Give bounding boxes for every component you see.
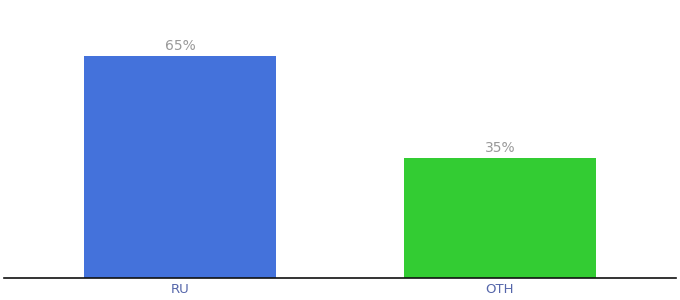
Text: 65%: 65% (165, 39, 195, 53)
Bar (84, 56, 276, 278)
Text: 35%: 35% (485, 141, 515, 155)
Bar (404, 158, 596, 278)
